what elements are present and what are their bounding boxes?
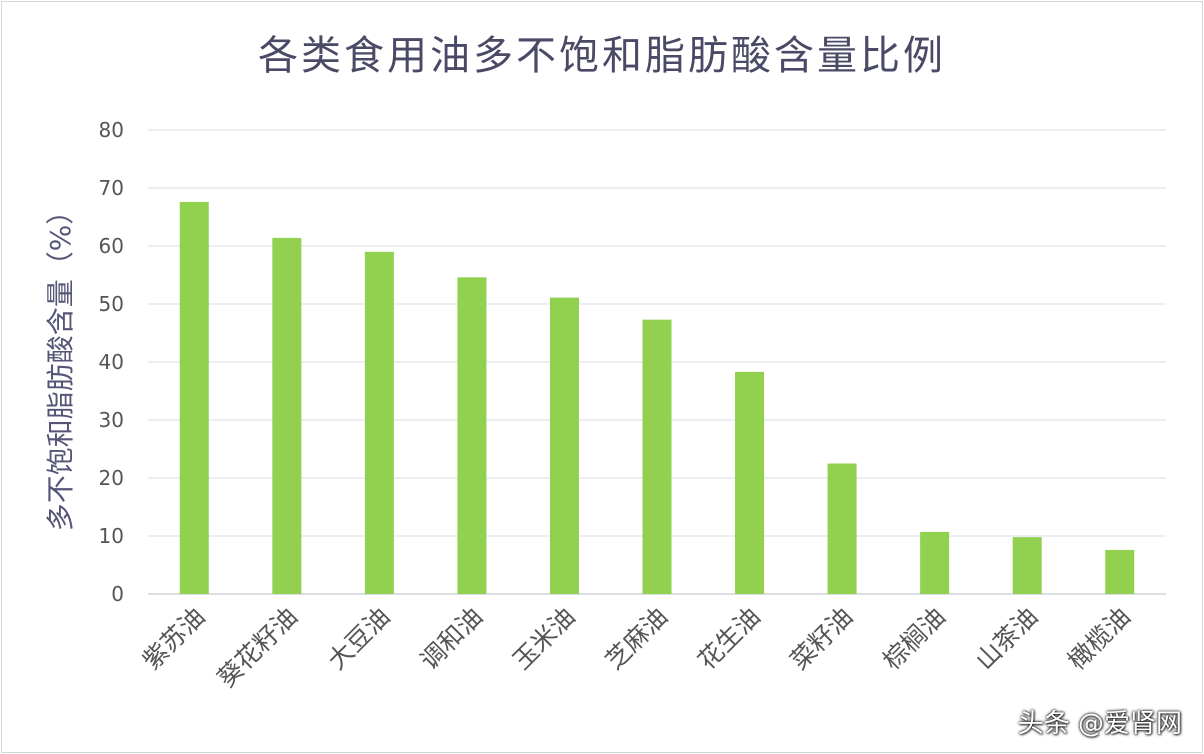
- watermark: 头条 @爱肾网: [1017, 709, 1182, 739]
- category-labels: 紫苏油 葵花籽油 大豆油 调和油 玉米油 芝麻油 花生油 菜籽油 棕榈油 山茶油 橄榄油: [137, 602, 1136, 693]
- category-label: 橄榄油: [1062, 602, 1136, 676]
- category-label: 玉米油: [507, 602, 581, 676]
- y-tick-label: 70: [99, 176, 124, 200]
- y-tick-label: 10: [99, 524, 124, 548]
- bar: [272, 237, 302, 594]
- y-tick-label: 30: [99, 408, 124, 432]
- bar: [364, 251, 394, 595]
- y-tick-label: 50: [99, 292, 124, 316]
- y-tick-label: 40: [99, 350, 124, 374]
- y-tick-labels: 0 10 20 30 40 50 60 70 80: [99, 118, 124, 606]
- category-label: 花生油: [692, 602, 766, 676]
- y-axis-label: 多不饱和脂肪酸含量（%）: [44, 197, 77, 532]
- bar: [457, 277, 487, 594]
- bar: [179, 201, 209, 595]
- category-label: 葵花籽油: [212, 602, 303, 693]
- y-tick-label: 60: [99, 234, 124, 258]
- y-tick-label: 20: [99, 466, 124, 490]
- bar: [827, 463, 857, 594]
- y-tick-label: 0: [111, 582, 124, 606]
- category-label: 调和油: [415, 602, 489, 676]
- bar: [549, 297, 579, 594]
- bar: [1105, 549, 1135, 594]
- category-label: 山茶油: [970, 602, 1044, 676]
- bar: [642, 319, 672, 594]
- category-label: 紫苏油: [137, 602, 211, 676]
- category-label: 芝麻油: [600, 602, 674, 676]
- bar: [1012, 537, 1042, 594]
- category-label: 棕榈油: [877, 602, 951, 676]
- y-tick-label: 80: [99, 118, 124, 142]
- bar: [735, 371, 765, 594]
- category-label: 大豆油: [322, 602, 396, 676]
- bar: [920, 531, 950, 594]
- category-label: 菜籽油: [785, 602, 859, 676]
- bars: [179, 201, 1135, 595]
- chart-title: 各类食用油多不饱和脂肪酸含量比例: [258, 33, 946, 79]
